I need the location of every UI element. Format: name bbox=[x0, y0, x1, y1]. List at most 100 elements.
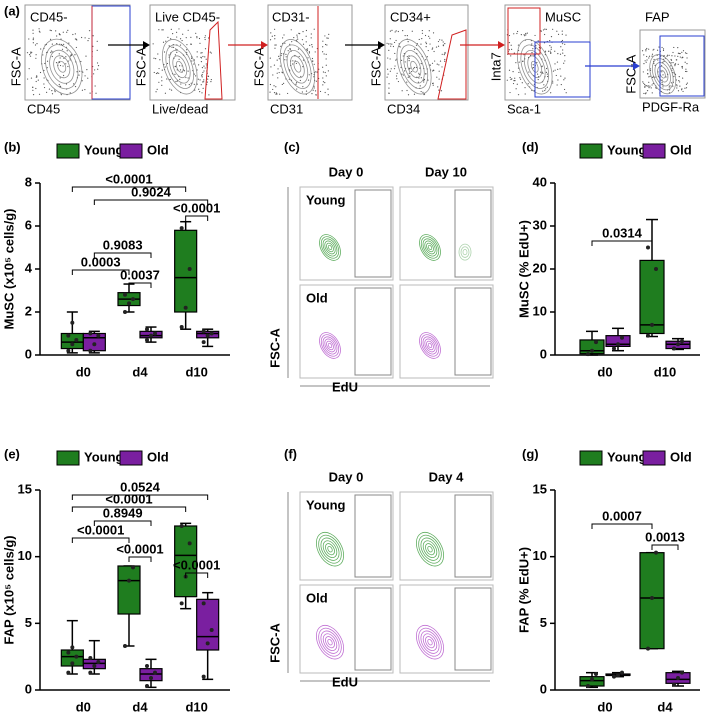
event bbox=[684, 52, 687, 54]
point bbox=[209, 331, 214, 336]
event bbox=[175, 31, 178, 33]
event bbox=[417, 81, 420, 83]
event bbox=[200, 52, 202, 54]
event bbox=[508, 34, 511, 37]
event bbox=[387, 43, 390, 45]
event bbox=[298, 55, 300, 58]
event bbox=[645, 48, 647, 51]
event bbox=[516, 30, 519, 33]
flow-y-label: FSC-A bbox=[267, 623, 282, 663]
bracket bbox=[185, 572, 209, 578]
event bbox=[642, 71, 644, 73]
event bbox=[555, 74, 557, 77]
event bbox=[274, 38, 276, 40]
event bbox=[394, 52, 396, 55]
event bbox=[425, 59, 427, 61]
x-tick-label: d4 bbox=[132, 699, 148, 714]
event bbox=[656, 49, 659, 51]
event bbox=[391, 43, 393, 45]
point bbox=[153, 331, 157, 336]
event bbox=[42, 54, 44, 56]
event bbox=[96, 49, 98, 51]
event bbox=[153, 57, 155, 59]
event bbox=[654, 76, 656, 78]
event bbox=[274, 44, 276, 46]
event bbox=[56, 35, 58, 37]
event bbox=[650, 87, 652, 89]
event bbox=[207, 37, 210, 39]
event bbox=[283, 82, 285, 85]
point bbox=[131, 297, 135, 302]
event bbox=[92, 35, 94, 37]
event bbox=[676, 59, 678, 61]
gate bbox=[454, 189, 492, 278]
point bbox=[612, 346, 616, 351]
event bbox=[164, 66, 166, 68]
event bbox=[511, 48, 513, 50]
event bbox=[302, 31, 304, 33]
event bbox=[645, 50, 647, 52]
p-value: <0.0001 bbox=[77, 522, 124, 537]
event bbox=[279, 93, 281, 95]
event bbox=[34, 44, 37, 46]
event bbox=[161, 76, 163, 78]
event bbox=[180, 83, 182, 85]
event bbox=[202, 87, 204, 89]
event bbox=[644, 93, 647, 95]
legend-label: Young bbox=[84, 142, 124, 157]
x-tick-label: d10 bbox=[185, 699, 207, 714]
event bbox=[642, 81, 644, 83]
event bbox=[201, 75, 203, 77]
event bbox=[32, 29, 34, 31]
box bbox=[605, 335, 631, 347]
event bbox=[506, 79, 508, 81]
x-tick-label: d4 bbox=[132, 364, 148, 379]
event bbox=[390, 68, 392, 70]
event bbox=[528, 71, 530, 73]
event bbox=[200, 84, 202, 86]
event bbox=[315, 71, 317, 73]
event bbox=[176, 36, 178, 38]
event bbox=[669, 89, 671, 91]
event bbox=[293, 36, 295, 39]
event bbox=[442, 44, 444, 46]
contour bbox=[419, 332, 441, 359]
event bbox=[327, 94, 329, 96]
event bbox=[88, 37, 90, 40]
point bbox=[127, 578, 131, 583]
event bbox=[273, 92, 276, 94]
event bbox=[395, 30, 397, 32]
event bbox=[421, 32, 424, 34]
event bbox=[668, 86, 670, 88]
point bbox=[149, 676, 153, 680]
event bbox=[204, 56, 206, 58]
event bbox=[434, 60, 436, 62]
event bbox=[175, 48, 177, 50]
event bbox=[397, 80, 400, 83]
event bbox=[325, 53, 327, 55]
event bbox=[651, 53, 654, 55]
event bbox=[308, 52, 311, 54]
event bbox=[411, 70, 413, 73]
y-tick-label: 20 bbox=[533, 260, 547, 275]
event bbox=[560, 46, 562, 48]
panel-label: (f) bbox=[284, 446, 297, 461]
event bbox=[183, 70, 186, 72]
event bbox=[442, 41, 444, 43]
event bbox=[670, 82, 673, 84]
event bbox=[391, 29, 393, 31]
event bbox=[550, 46, 552, 48]
event bbox=[35, 57, 37, 59]
event bbox=[67, 65, 69, 68]
bracket bbox=[71, 506, 187, 512]
point bbox=[209, 628, 214, 632]
gate bbox=[454, 587, 492, 671]
event bbox=[193, 59, 196, 61]
event bbox=[198, 64, 200, 66]
event bbox=[327, 37, 329, 39]
event bbox=[78, 74, 80, 76]
contour bbox=[320, 236, 340, 259]
event bbox=[645, 85, 647, 87]
event bbox=[290, 29, 292, 31]
